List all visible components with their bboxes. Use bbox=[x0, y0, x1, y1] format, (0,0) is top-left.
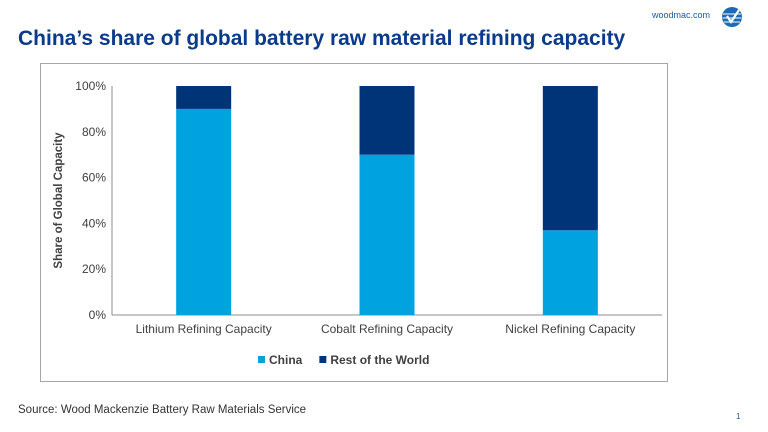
legend-label: China bbox=[269, 353, 303, 367]
page-number: 1 bbox=[736, 412, 741, 421]
y-tick-label: 80% bbox=[82, 125, 106, 139]
chart-frame bbox=[40, 63, 668, 382]
site-url: woodmac.com bbox=[652, 10, 711, 20]
bar-china bbox=[176, 108, 232, 316]
x-tick-label: Cobalt Refining Capacity bbox=[321, 322, 453, 336]
x-tick-label: Nickel Refining Capacity bbox=[505, 322, 635, 336]
x-tick-label: Lithium Refining Capacity bbox=[136, 322, 272, 336]
y-tick-label: 100% bbox=[75, 79, 106, 93]
bar-china bbox=[359, 154, 415, 315]
wood-mackenzie-globe-check-icon bbox=[722, 7, 742, 27]
bar-rest-of-the-world bbox=[359, 86, 415, 155]
source-note: Source: Wood Mackenzie Battery Raw Mater… bbox=[18, 404, 307, 416]
y-tick-label: 60% bbox=[82, 171, 106, 185]
page-title: China’s share of global battery raw mate… bbox=[18, 27, 626, 50]
y-tick-label: 40% bbox=[82, 216, 106, 230]
y-tick-label: 20% bbox=[82, 262, 106, 276]
y-axis-label: Share of Global Capacity bbox=[53, 132, 65, 269]
bar-china bbox=[542, 230, 598, 315]
y-tick-label: 0% bbox=[89, 308, 107, 322]
legend-swatch bbox=[319, 356, 327, 363]
bar-rest-of-the-world bbox=[176, 86, 232, 109]
legend-swatch bbox=[258, 356, 265, 363]
legend-label: Rest of the World bbox=[330, 353, 429, 367]
bar-rest-of-the-world bbox=[542, 86, 598, 231]
